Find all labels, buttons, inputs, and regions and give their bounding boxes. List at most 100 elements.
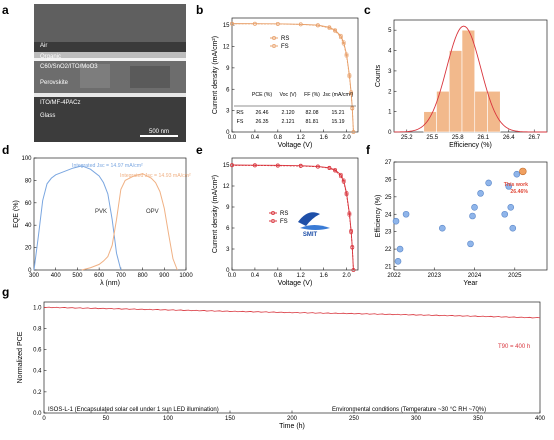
y-tick-label: 0	[226, 130, 230, 136]
x-tick-label: 1000	[179, 273, 193, 279]
scatter-point	[507, 203, 515, 211]
layer-label-ito: C60/SnO2/ITO/MoO3	[40, 64, 98, 70]
data-point	[333, 168, 337, 173]
label-pvk: PVK	[95, 209, 107, 215]
y-tick-label: 3	[226, 109, 230, 115]
data-point	[338, 174, 343, 179]
scatter-point	[505, 183, 513, 190]
y-tick-label: 25	[385, 195, 392, 201]
data-point	[347, 74, 352, 79]
scatter-point	[392, 217, 400, 225]
series-line-FS	[231, 164, 354, 271]
scatter-point	[477, 190, 484, 197]
data-point	[253, 21, 257, 26]
scatter-point	[513, 170, 521, 178]
scatter-point	[471, 203, 478, 211]
y-tick-label: 2	[388, 89, 392, 95]
table-header: Voc (V)	[279, 92, 296, 98]
y-axis-label: Current density (mA/cm²)	[212, 175, 219, 253]
performance-table: PCE (%) Voc (V) FF (%) Jsc (mA/cm²) RS 26.46 2…	[234, 92, 356, 125]
x-tick-label: 150	[225, 416, 236, 422]
legend-rs-b: RS	[281, 36, 289, 42]
y-tick-label: 15	[223, 163, 230, 169]
annotation-environment: Environmental conditions (Temperature ~3…	[332, 407, 486, 413]
data-point	[350, 245, 355, 250]
y-tick-label: 100	[21, 156, 32, 162]
x-tick-label: 1.6	[319, 135, 328, 141]
scatter-point	[509, 224, 517, 232]
data-point	[316, 23, 320, 28]
y-tick-label: 27	[385, 160, 392, 166]
data-point	[333, 28, 337, 33]
histogram-bar	[461, 29, 476, 133]
data-point	[341, 178, 346, 183]
smit-logo-text: SMIT	[303, 232, 318, 238]
x-axis-label: λ (nm)	[100, 280, 120, 287]
data-point	[275, 163, 280, 168]
x-tick-label: 2024	[468, 273, 482, 279]
y-tick-label: 5	[388, 28, 392, 34]
x-tick-label: 0.0	[228, 135, 237, 141]
data-point	[347, 73, 352, 77]
data-point	[298, 22, 303, 27]
stability-chart-g: 0 50 100 150 200 250 300 350 400 0.0 0.2 0.4 0.6 0.8 1…	[17, 301, 546, 430]
label-opv: OPV	[146, 209, 159, 215]
y-tick-label: 6	[226, 87, 230, 93]
eqe-line-PVK	[33, 165, 122, 271]
x-tick-label: 2.0	[342, 135, 351, 141]
x-tick-label: 26.7	[528, 135, 540, 141]
smit-logo: SMIT	[298, 212, 330, 238]
x-tick-label: 25.2	[401, 135, 413, 141]
plot-frame	[33, 157, 187, 271]
scale-bar-label: 500 nm	[149, 129, 169, 135]
y-tick-label: 15	[223, 23, 230, 29]
scatter-point	[469, 212, 476, 220]
x-tick-label: 1.6	[319, 273, 328, 279]
x-tick-label: 25.8	[452, 135, 464, 141]
x-tick-label: 250	[349, 416, 360, 422]
y-tick-label: 26	[385, 177, 392, 183]
table-cell: 2.120	[282, 110, 295, 116]
series-line-RS	[231, 164, 354, 271]
data-point	[316, 164, 320, 169]
y-tick-label: 0.8	[33, 326, 42, 332]
histogram-bar	[448, 50, 463, 133]
annotation-jsc-opv: Integrated Jsc = 14.93 mA/cm²	[120, 173, 191, 179]
table-cell: FS	[237, 119, 244, 125]
y-tick-label: 0.0	[33, 411, 42, 417]
y-tick-label: 0	[388, 130, 392, 136]
table-cell: 15.21	[332, 110, 345, 116]
annotation-efficiency: 26.46%	[510, 189, 528, 195]
y-tick-label: 1.0	[33, 305, 42, 311]
stability-line	[43, 306, 541, 319]
scatter-point	[394, 257, 402, 265]
x-tick-label: 2023	[428, 273, 442, 279]
data-point	[275, 22, 280, 26]
data-point	[341, 41, 346, 46]
sem-image	[34, 4, 186, 142]
y-tick-label: 0	[226, 268, 230, 274]
x-axis-label: Time (h)	[279, 423, 305, 430]
panel-label-b: b	[196, 3, 203, 17]
data-point	[349, 228, 354, 233]
x-tick-label: 25.5	[426, 135, 438, 141]
y-axis-label: Counts	[375, 64, 382, 87]
data-point	[338, 35, 343, 40]
scatter-point	[402, 210, 410, 218]
scatter-point	[439, 224, 446, 232]
data-point	[253, 163, 257, 168]
x-axis-label: Year	[463, 280, 478, 287]
jv-chart-e: 0.0 0.4 0.8 1.2 1.6 2.0 0 3 6 9 12 15 Voltage (V) Cur…	[212, 157, 359, 287]
y-tick-label: 12	[223, 45, 230, 51]
data-point	[298, 164, 303, 168]
data-point	[349, 230, 354, 235]
table-cell: RS	[236, 110, 244, 116]
data-point	[344, 192, 349, 197]
data-point	[341, 179, 346, 184]
panel-label-e: e	[196, 143, 203, 157]
x-axis-label: Voltage (V)	[278, 142, 313, 149]
table-header: PCE (%)	[252, 92, 272, 98]
legend-e: RS FS	[269, 211, 288, 225]
y-tick-label: 20	[25, 246, 32, 252]
y-tick-label: 0.6	[33, 348, 42, 354]
